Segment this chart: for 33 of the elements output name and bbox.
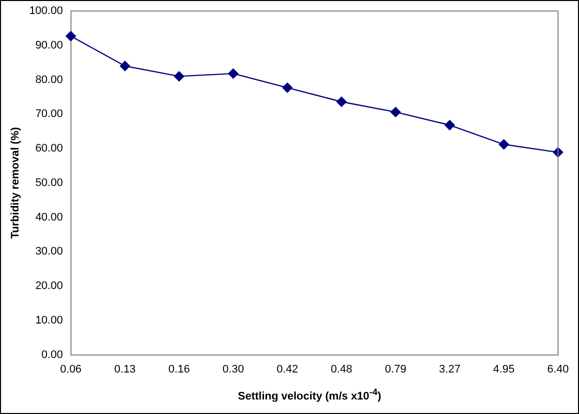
y-tick-label: 80.00 (35, 74, 63, 86)
x-tick-label: 0.06 (60, 363, 82, 376)
point (174, 71, 184, 82)
point (444, 120, 455, 130)
y-tick-label: 10.00 (35, 314, 63, 326)
y-tick-label: 70.00 (35, 108, 63, 120)
y-tick-label: 90.00 (35, 39, 63, 52)
y-tick-label: 100.00 (29, 5, 63, 18)
x-tick-label: 0.30 (222, 363, 244, 376)
y-tick-label: 0.00 (41, 348, 63, 361)
point (498, 139, 509, 150)
x-tick-label: 0.13 (114, 363, 136, 376)
x-tick-label: 0.48 (330, 363, 352, 376)
x-axis-title: Settling velocity (m/s x10$^{-4}$) (236, 387, 382, 403)
y-axis-title: Turbidity removal (%) (10, 126, 22, 239)
y-tick-label: 50.00 (35, 176, 63, 189)
point (228, 68, 238, 79)
point (66, 31, 76, 42)
x-tick-label: 0.42 (276, 363, 298, 376)
point (282, 82, 292, 93)
x-tick-label: 0.79 (384, 363, 406, 376)
y-tick-label: 30.00 (35, 246, 63, 258)
x-tick-label: 6.40 (547, 363, 569, 376)
x-tick-label: 3.27 (439, 363, 460, 376)
y-tick-label: 20.00 (35, 280, 63, 292)
y-tick-label: 60.00 (35, 142, 63, 155)
y-tick-label: 40.00 (35, 211, 63, 224)
point (390, 106, 401, 118)
x-tick-label: 4.95 (493, 363, 515, 376)
x-tick-label: 0.16 (168, 363, 190, 376)
point (336, 96, 347, 107)
point (552, 147, 564, 158)
point (120, 60, 130, 72)
